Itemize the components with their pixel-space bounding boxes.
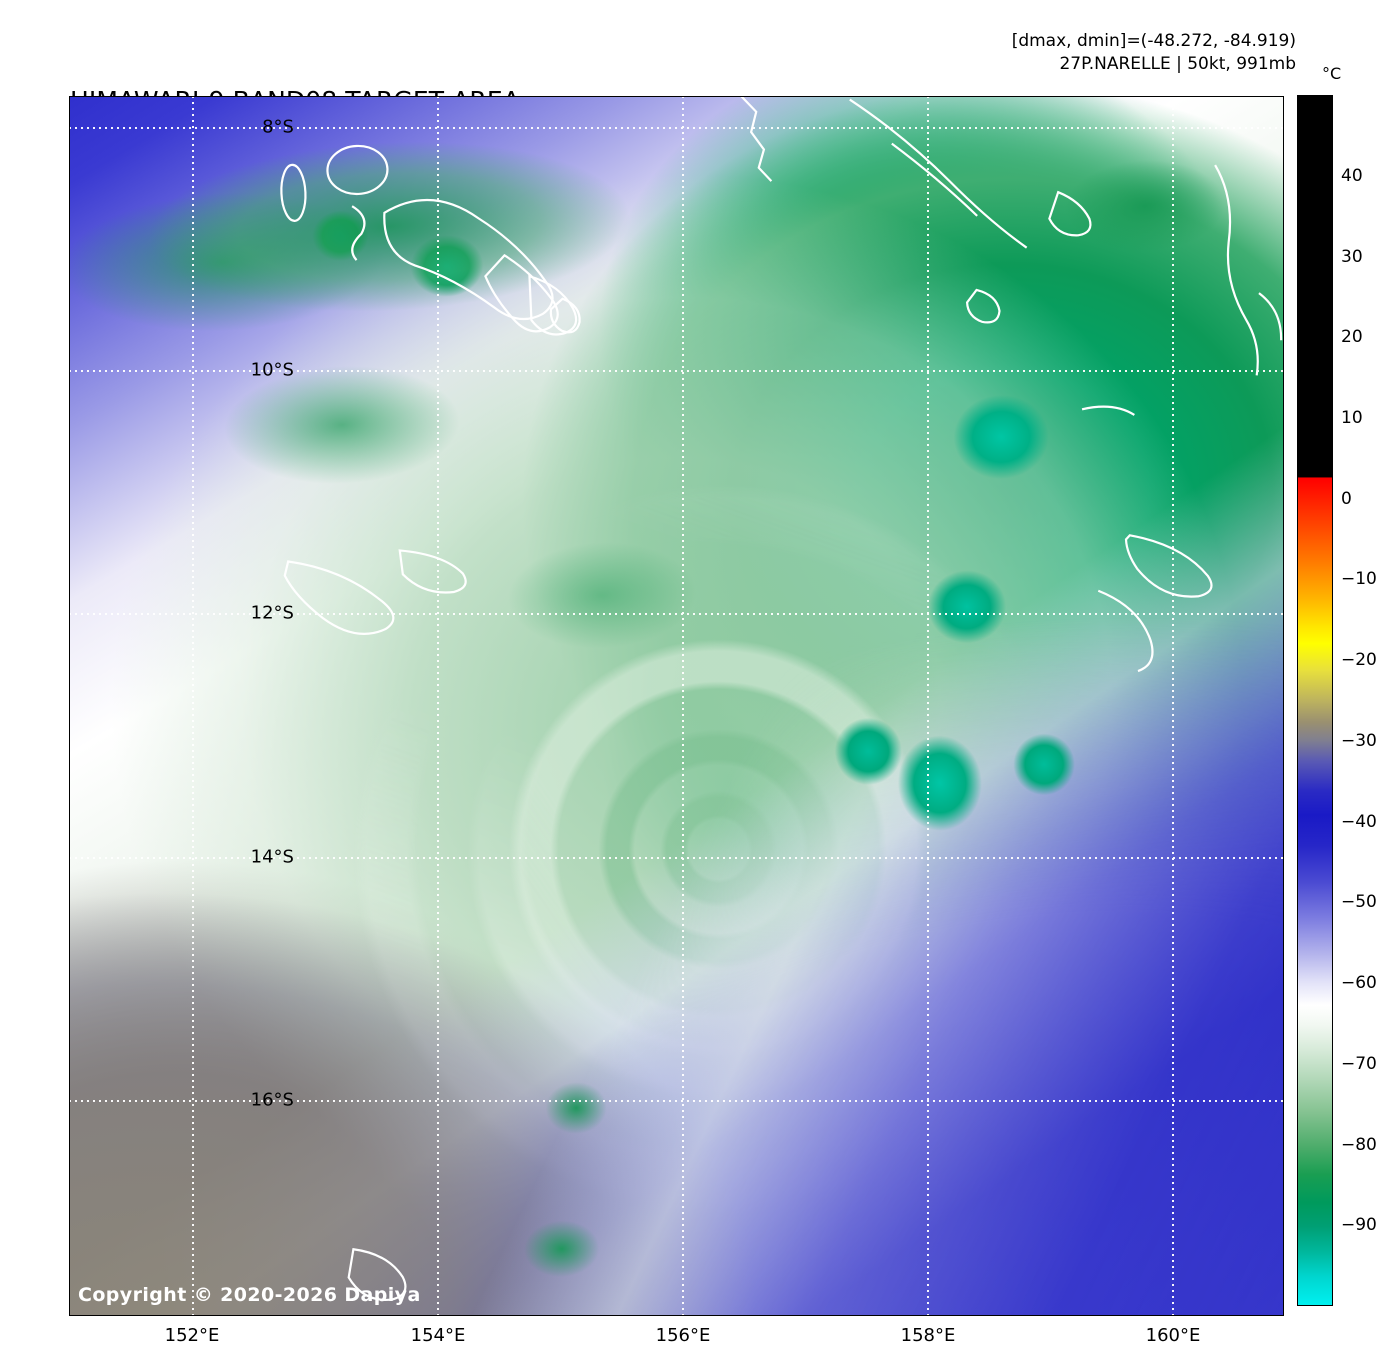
coastline-island-c1 bbox=[283, 560, 395, 635]
cbar-tick-m50: −50 bbox=[1341, 892, 1377, 913]
satellite-image-panel: Copyright © 2020-2026 Dapiya bbox=[69, 96, 1284, 1316]
lon-label-156e: 156°E bbox=[655, 1325, 711, 1346]
coastline-overlay bbox=[280, 96, 1283, 1302]
gridline-lon-154e bbox=[437, 96, 439, 1316]
coastline-frag-e2 bbox=[1081, 405, 1135, 416]
satellite-swath-raster bbox=[69, 96, 1284, 1316]
coastline-n1 bbox=[740, 96, 773, 182]
coastline-ne-chain bbox=[849, 98, 1028, 249]
gridline-lat-16s bbox=[69, 1100, 1284, 1102]
gridline-lat-12s bbox=[69, 613, 1284, 615]
coastline-island-3 bbox=[528, 274, 578, 336]
coastline-main-island bbox=[383, 198, 554, 321]
coastline-island-ne1 bbox=[1048, 190, 1092, 237]
cbar-tick-0: 0 bbox=[1341, 488, 1352, 509]
colorbar bbox=[1297, 95, 1333, 1306]
satellite-swath bbox=[69, 96, 1284, 1316]
gridline-lat-10s bbox=[69, 370, 1284, 372]
cbar-tick-m30: −30 bbox=[1341, 730, 1377, 751]
coastline-island-2 bbox=[484, 253, 559, 333]
cbar-tick-m60: −60 bbox=[1341, 973, 1377, 994]
lat-label-16s: 16°S bbox=[250, 1089, 294, 1111]
cbar-tick-30: 30 bbox=[1341, 246, 1363, 267]
coastline-island-c2 bbox=[398, 549, 467, 594]
coastline-island-ne2 bbox=[965, 288, 1001, 324]
gridline-lat-14s bbox=[69, 857, 1284, 859]
cbar-tick-m80: −80 bbox=[1341, 1134, 1377, 1155]
metadata-block: [dmax, dmin]=(-48.272, -84.919) 27P.NARE… bbox=[1012, 30, 1296, 76]
cbar-tick-20: 20 bbox=[1341, 327, 1363, 348]
coastline-island-nw2 bbox=[326, 144, 389, 196]
coastline-island-4 bbox=[549, 297, 581, 334]
cbar-tick-m20: −20 bbox=[1341, 650, 1377, 671]
coastline-island-nw1 bbox=[280, 163, 307, 222]
cbar-tick-40: 40 bbox=[1341, 165, 1363, 186]
cbar-tick-m10: −10 bbox=[1341, 569, 1377, 590]
dmax-dmin-label: [dmax, dmin]=(-48.272, -84.919) bbox=[1011, 31, 1296, 51]
coastline-island-sw1 bbox=[347, 1248, 407, 1302]
colorbar-gradient bbox=[1298, 96, 1332, 1305]
gridline-lon-156e bbox=[682, 96, 684, 1316]
colorbar-tick-group: 40 30 20 10 0 −10 −20 −30 −40 −50 −60 −7… bbox=[1297, 95, 1388, 1306]
lon-label-158e: 158°E bbox=[900, 1325, 956, 1346]
coastline-ne-chain-2 bbox=[891, 142, 978, 217]
coastline-e-chain bbox=[1214, 164, 1259, 376]
lat-label-14s: 14°S bbox=[250, 846, 294, 868]
lon-label-160e: 160°E bbox=[1145, 1325, 1201, 1346]
cbar-tick-m90: −90 bbox=[1341, 1215, 1377, 1236]
coastline-island-e1 bbox=[1124, 534, 1213, 598]
lat-label-12s: 12°S bbox=[250, 602, 294, 624]
coastline-nw3 bbox=[351, 205, 366, 261]
coastline-frag-e3 bbox=[1097, 589, 1154, 673]
cbar-tick-m70: −70 bbox=[1341, 1053, 1377, 1074]
lon-label-154e: 154°E bbox=[410, 1325, 466, 1346]
gridline-lon-152e bbox=[192, 96, 194, 1316]
lat-label-10s: 10°S bbox=[250, 359, 294, 381]
storm-info-label: 27P.NARELLE | 50kt, 991mb bbox=[1059, 54, 1296, 74]
gridline-lon-158e bbox=[927, 96, 929, 1316]
lon-label-152e: 152°E bbox=[164, 1325, 220, 1346]
copyright-label: Copyright © 2020-2026 Dapiya bbox=[78, 1284, 421, 1306]
gridline-lon-160e bbox=[1172, 96, 1174, 1316]
cbar-tick-10: 10 bbox=[1341, 407, 1363, 428]
gridline-lat-8s bbox=[69, 127, 1284, 129]
coastline-e-chain-2 bbox=[1258, 292, 1283, 341]
cbar-tick-m40: −40 bbox=[1341, 811, 1377, 832]
lat-label-8s: 8°S bbox=[262, 116, 294, 138]
colorbar-unit-label: °C bbox=[1322, 64, 1342, 83]
